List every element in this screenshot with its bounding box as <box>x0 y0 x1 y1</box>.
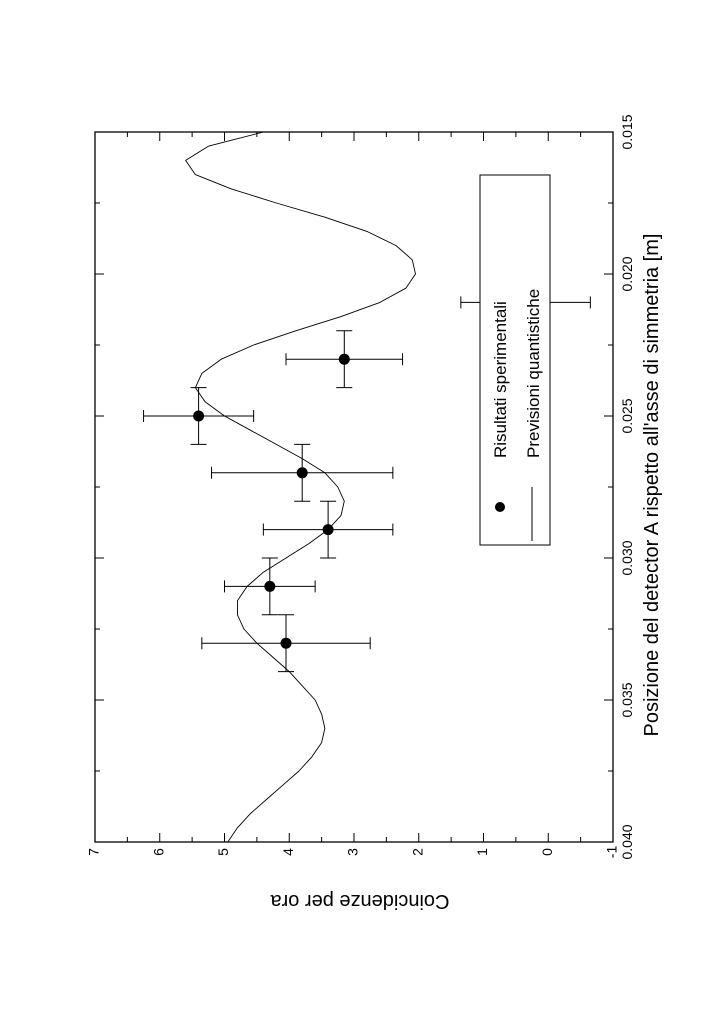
data-point <box>143 387 255 445</box>
legend-box <box>479 174 551 546</box>
x-tick-label: 0.035 <box>619 682 635 717</box>
y-tick-label: 2 <box>409 848 425 856</box>
ticks-layer: 0.015 0.020 0.025 0.030 0.035 0.040-1 0 1 2 3 4 5 6 7 <box>86 114 635 859</box>
data-point <box>211 443 394 502</box>
y-tick-label: 6 <box>150 848 166 856</box>
theory-curve-layer <box>185 131 416 843</box>
y-axis-label: Coincidenze per ora <box>270 890 450 912</box>
x-tick-label: 0.030 <box>619 540 635 575</box>
legend: Risultati sperimentali Previsioni quanti… <box>479 174 551 546</box>
data-marker <box>280 637 292 649</box>
data-marker <box>338 353 350 365</box>
x-axis-label: Posizione del detector A rispetto all'as… <box>641 234 663 737</box>
data-marker <box>264 580 276 592</box>
data-point <box>262 500 394 559</box>
y-tick-label: 3 <box>345 848 361 856</box>
data-point <box>285 330 404 389</box>
y-tick-label: 5 <box>215 848 231 856</box>
legend-label-line: Previsioni quantistiche <box>524 289 543 458</box>
legend-marker-points <box>495 502 505 512</box>
y-tick-label: 1 <box>474 848 490 856</box>
x-tick-label: 0.020 <box>619 256 635 291</box>
data-marker <box>193 410 205 422</box>
y-tick-label: 7 <box>86 848 102 856</box>
x-tick-label: 0.040 <box>619 824 635 859</box>
data-point <box>224 557 316 616</box>
data-point <box>201 614 371 673</box>
y-tick-label: -1 <box>604 846 620 859</box>
y-tick-label: 0 <box>539 848 555 856</box>
theory-curve <box>185 131 416 843</box>
legend-label-points: Risultati sperimentali <box>491 301 510 458</box>
y-tick-label: 4 <box>280 848 296 856</box>
data-marker <box>322 524 334 536</box>
x-tick-label: 0.015 <box>619 114 635 149</box>
data-marker <box>296 467 308 479</box>
x-tick-label: 0.025 <box>619 398 635 433</box>
